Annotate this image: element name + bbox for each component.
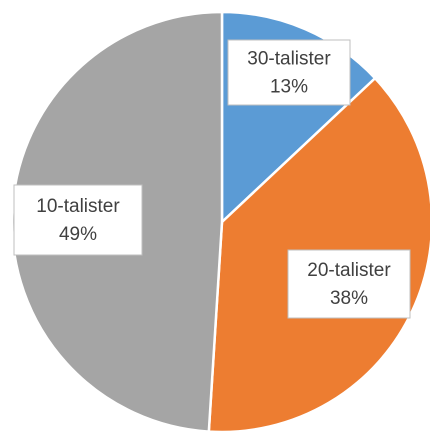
data-label-box: [227, 39, 351, 106]
data-label-box: [13, 184, 143, 256]
value-label: 49%: [59, 224, 97, 245]
category-label: 10-talister: [36, 196, 120, 217]
value-label: 13%: [270, 77, 308, 98]
category-label: 20-talister: [307, 260, 391, 281]
category-label: 30-talister: [247, 49, 331, 70]
data-label-box: [287, 249, 411, 319]
value-label: 38%: [330, 288, 368, 309]
